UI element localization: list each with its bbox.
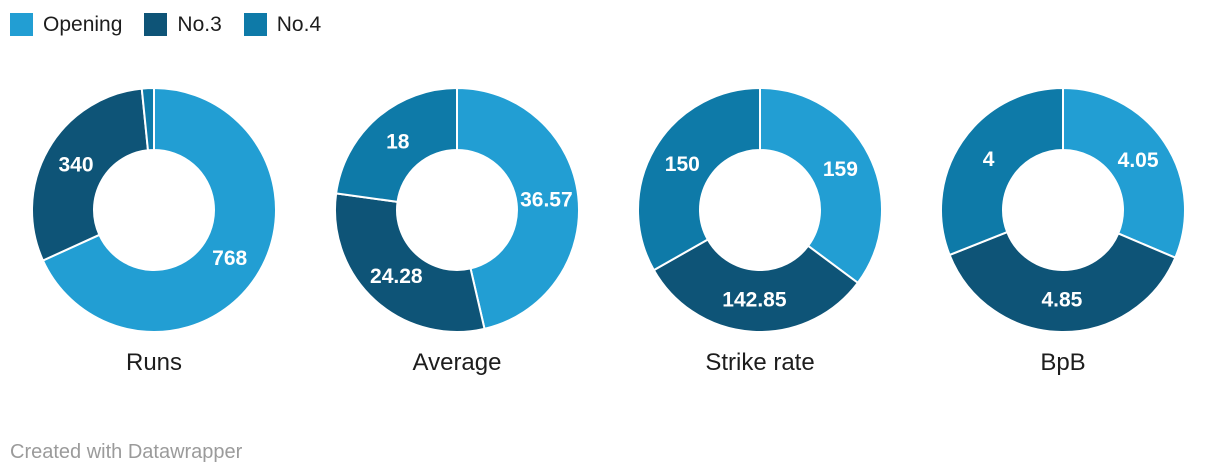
slice-data-label: 24.28 bbox=[370, 265, 423, 288]
chart-title-runs: Runs bbox=[125, 349, 183, 376]
slice-data-label: 36.57 bbox=[520, 188, 573, 211]
legend-swatch-no3 bbox=[144, 13, 168, 36]
donut-svg-strike-rate: 159 142.85 150 bbox=[637, 86, 883, 333]
pie-slice-no4[interactable] bbox=[940, 86, 1064, 257]
donut-svg-bpb: 4.05 4.85 4 bbox=[940, 86, 1186, 333]
chart-title-strike-rate: Strike rate bbox=[705, 349, 815, 376]
legend-item-no3: No.3 bbox=[144, 13, 222, 36]
pie-slice-no3[interactable] bbox=[652, 238, 860, 333]
slice-data-label: 159 bbox=[823, 158, 858, 181]
legend-swatch-no4 bbox=[243, 13, 267, 36]
pie-slice-no3[interactable] bbox=[31, 87, 150, 262]
donut-chart-bpb: 4.05 4.85 4 BpB bbox=[938, 85, 1188, 377]
legend-swatch-opening bbox=[10, 13, 33, 36]
donut-chart-strike-rate: 159 142.85 150 Strike rate bbox=[635, 85, 885, 377]
slice-data-label: 4 bbox=[983, 148, 995, 171]
pie-slice-opening[interactable] bbox=[41, 86, 277, 333]
donut-svg-average: 36.57 24.28 18 bbox=[334, 86, 581, 334]
pie-slice-no3[interactable] bbox=[948, 230, 1177, 333]
slice-data-label: 142.85 bbox=[722, 288, 787, 311]
slice-data-label: 150 bbox=[665, 153, 700, 176]
chart-title-average: Average bbox=[412, 349, 502, 376]
slice-data-label: 18 bbox=[386, 131, 410, 154]
legend: Opening No.3 No.4 bbox=[10, 13, 343, 36]
pie-slice-no4[interactable] bbox=[637, 86, 761, 272]
pie-slice-no4[interactable] bbox=[140, 86, 155, 152]
pie-slice-no4[interactable] bbox=[335, 86, 458, 203]
datawrapper-credit-link[interactable]: Created with Datawrapper bbox=[10, 441, 243, 463]
donut-chart-runs: 768 340 Runs bbox=[29, 85, 279, 377]
slice-data-label: 340 bbox=[58, 154, 93, 177]
legend-label-no4: No.4 bbox=[276, 13, 322, 36]
legend-item-opening: Opening bbox=[10, 13, 122, 36]
slice-data-label: 4.85 bbox=[1041, 289, 1082, 312]
legend-item-no4: No.4 bbox=[243, 13, 322, 36]
pie-slice-opening[interactable] bbox=[456, 86, 581, 331]
donut-svg-runs: 768 340 bbox=[31, 86, 277, 333]
pie-slice-no3[interactable] bbox=[334, 192, 486, 334]
chart-title-bpb: BpB bbox=[1040, 349, 1086, 376]
donut-chart-average: 36.57 24.28 18 Average bbox=[332, 85, 582, 377]
legend-label-no3: No.3 bbox=[177, 13, 222, 36]
slice-data-label: 4.05 bbox=[1118, 149, 1159, 172]
pie-slice-opening[interactable] bbox=[1062, 86, 1186, 260]
pie-slice-opening[interactable] bbox=[759, 86, 883, 285]
legend-label-opening: Opening bbox=[43, 13, 123, 36]
slice-data-label: 768 bbox=[212, 247, 247, 270]
